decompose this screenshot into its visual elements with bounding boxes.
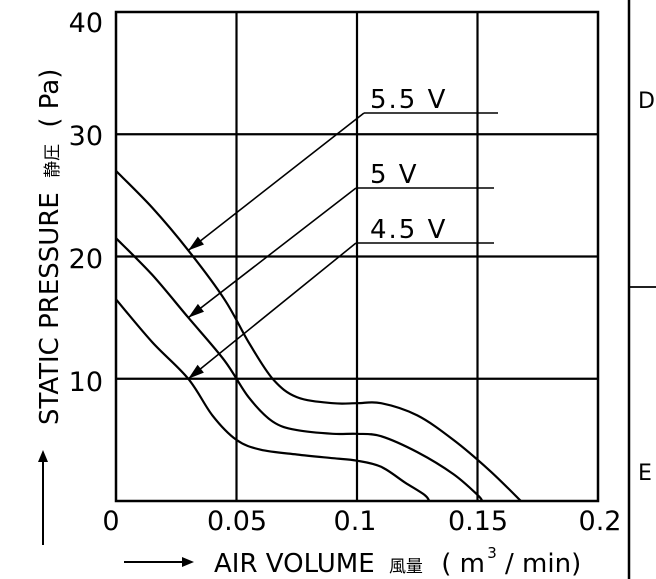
annotation-label: 5 V xyxy=(370,160,419,190)
series-line xyxy=(115,298,431,502)
x-axis-arrowhead-icon xyxy=(182,557,194,567)
x-axis-label: AIR VOLUME xyxy=(214,549,375,579)
drawing-border: D E xyxy=(627,0,656,579)
grid xyxy=(116,12,598,501)
x-tick-label: 0.2 xyxy=(579,506,622,537)
annotation-5-5v: 5.5 V xyxy=(364,85,498,115)
x-tick-label: 0 xyxy=(102,506,119,537)
plot-frame xyxy=(114,10,600,503)
y-tick-labels: 10 20 30 40 xyxy=(69,8,103,398)
y-axis-label: STATIC PRESSURE xyxy=(35,192,65,425)
y-axis-arrowhead-icon xyxy=(38,450,48,462)
annotation-arrowhead-icon xyxy=(188,364,204,379)
series-line xyxy=(115,237,484,502)
x-tick-labels: 0 0.05 0.1 0.15 0.2 xyxy=(102,506,621,537)
annotation-leader-line xyxy=(187,112,365,252)
x-axis-unit-suffix: / min) xyxy=(505,549,581,579)
svg-text:STATIC PRESSURE 静圧: STATIC PRESSURE 静圧 ( Pa) xyxy=(35,69,65,425)
y-tick-label: 30 xyxy=(69,121,103,152)
side-label-d: D xyxy=(638,89,655,114)
x-axis-unit-prefix: ( m xyxy=(441,549,485,579)
series-line xyxy=(115,170,522,502)
annotation-label: 5.5 V xyxy=(370,85,447,115)
y-tick-label: 40 xyxy=(69,8,103,39)
y-axis-label-jp: 静圧 xyxy=(43,144,63,178)
annotation-leader-line xyxy=(187,187,357,319)
annotation-label: 4.5 V xyxy=(370,215,447,245)
curves xyxy=(115,170,522,502)
annotation-leader-line xyxy=(187,242,357,380)
x-axis-label-jp: 風量 xyxy=(389,557,423,577)
y-tick-label: 10 xyxy=(69,367,103,398)
x-tick-label: 0.05 xyxy=(207,506,267,537)
annotation-4-5v: 4.5 V xyxy=(356,215,494,245)
x-tick-label: 0.15 xyxy=(448,506,508,537)
svg-text:AIR VOLUME 風量 ( m: AIR VOLUME 風量 ( m 3 / min) xyxy=(214,535,581,579)
annotation-arrowhead-icon xyxy=(188,236,204,251)
annotation-5v: 5 V xyxy=(356,160,494,190)
side-label-e: E xyxy=(638,461,652,486)
y-tick-label: 20 xyxy=(69,244,103,275)
y-axis-title: STATIC PRESSURE 静圧 ( Pa) xyxy=(35,69,65,425)
x-axis-title: AIR VOLUME 風量 ( m 3 / min) xyxy=(124,535,581,579)
annotation-arrowhead-icon xyxy=(188,303,205,318)
x-axis-unit-sup: 3 xyxy=(487,544,497,562)
y-axis-unit: ( Pa) xyxy=(35,69,65,128)
annotations: 5.5 V 5 V 4.5 V xyxy=(187,85,498,380)
x-tick-label: 0.1 xyxy=(334,506,377,537)
